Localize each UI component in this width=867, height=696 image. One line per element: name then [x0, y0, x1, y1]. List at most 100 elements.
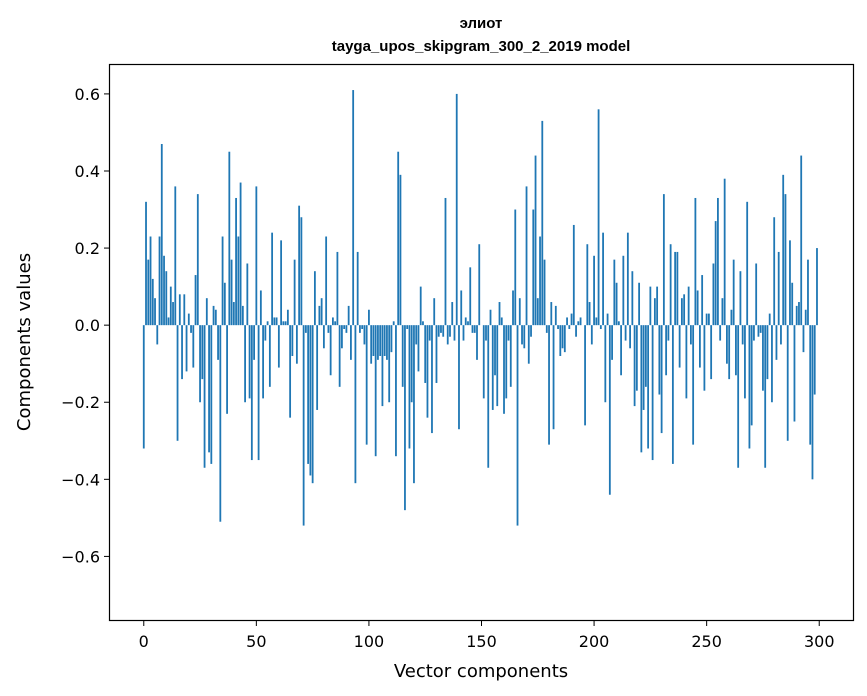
bar: [548, 325, 550, 445]
bar: [334, 321, 337, 326]
bar: [318, 305, 321, 326]
bar: [674, 251, 677, 326]
bar: [226, 325, 228, 414]
bar: [795, 305, 798, 326]
bar: [545, 325, 548, 333]
bar: [462, 325, 465, 341]
bar: [399, 174, 402, 326]
y-tick-label: 0.4: [75, 162, 100, 181]
bar: [174, 186, 177, 326]
bar: [741, 325, 744, 345]
bar: [467, 321, 469, 326]
bar: [730, 309, 733, 326]
plot-frame: [108, 63, 855, 622]
bar: [151, 278, 154, 326]
bar: [271, 232, 274, 326]
bar: [800, 155, 803, 326]
bar: [516, 325, 519, 526]
bar: [199, 325, 201, 403]
bar: [768, 313, 771, 326]
bar: [523, 325, 526, 349]
bar: [777, 251, 780, 326]
bar: [214, 309, 217, 326]
bar: [775, 325, 778, 360]
bar: [638, 282, 641, 326]
bar: [237, 236, 240, 326]
bar: [586, 244, 589, 326]
bar: [284, 321, 287, 326]
bar: [401, 325, 404, 387]
bar: [512, 290, 514, 326]
x-tick-label: 300: [804, 632, 835, 651]
bar: [239, 182, 242, 326]
bar: [368, 309, 370, 326]
bar: [597, 109, 600, 326]
bar: [163, 255, 165, 326]
bar: [437, 325, 440, 337]
bar: [449, 325, 451, 337]
bar: [617, 321, 620, 326]
bar: [660, 325, 663, 434]
bar: [793, 325, 796, 422]
bar: [561, 325, 564, 349]
bar: [764, 325, 767, 468]
bar: [593, 255, 595, 326]
bar: [656, 286, 659, 326]
x-axis-label: Vector components: [394, 661, 568, 682]
bar: [554, 305, 557, 326]
bar: [178, 294, 181, 326]
bar: [397, 151, 400, 326]
bar: [498, 302, 501, 326]
bar: [280, 240, 283, 326]
bar: [500, 317, 503, 326]
bar: [789, 240, 791, 326]
bar: [354, 325, 357, 484]
x-tick-label: 100: [354, 632, 385, 651]
bar: [176, 325, 179, 441]
y-tick-label: 0.6: [75, 85, 100, 104]
bar: [689, 325, 692, 345]
bar: [259, 290, 262, 326]
bar: [277, 325, 280, 368]
bar: [750, 325, 753, 426]
bar: [816, 248, 818, 326]
bar: [406, 325, 409, 330]
bar: [379, 325, 382, 356]
bar: [147, 259, 150, 326]
bar: [541, 120, 544, 326]
bar: [187, 313, 190, 326]
bar: [442, 325, 445, 337]
bar: [550, 302, 553, 326]
bar: [532, 209, 535, 326]
bar: [282, 321, 285, 326]
bar: [802, 325, 805, 353]
bar: [208, 325, 210, 453]
bar: [570, 313, 573, 326]
bar: [205, 298, 208, 326]
bar: [653, 298, 656, 326]
bar: [365, 325, 368, 445]
x-tick-label: 50: [246, 632, 266, 651]
bar: [563, 325, 566, 353]
bar: [575, 325, 577, 337]
bar: [667, 325, 670, 341]
bar: [732, 259, 735, 326]
chart-title: элиот: [460, 15, 503, 32]
bar: [165, 271, 168, 326]
y-tick-label: −0.6: [61, 547, 100, 566]
bar: [455, 93, 458, 326]
bar: [712, 263, 715, 326]
bar: [370, 325, 373, 364]
bar: [518, 298, 521, 326]
bar: [530, 325, 532, 337]
bar: [248, 325, 251, 399]
bar: [487, 325, 490, 468]
x-tick-label: 0: [139, 632, 149, 651]
bar: [446, 325, 449, 345]
bar: [169, 286, 172, 326]
bar: [428, 325, 431, 341]
bar: [142, 325, 145, 449]
bar: [192, 325, 195, 368]
bar: [356, 251, 359, 326]
bar: [534, 155, 537, 326]
